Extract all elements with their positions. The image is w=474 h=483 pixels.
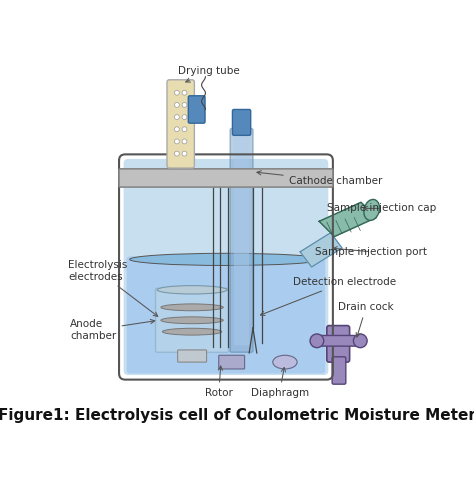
Text: Cathode chamber: Cathode chamber bbox=[257, 170, 382, 186]
FancyBboxPatch shape bbox=[124, 159, 328, 375]
Ellipse shape bbox=[273, 355, 297, 369]
FancyBboxPatch shape bbox=[219, 355, 245, 369]
Circle shape bbox=[182, 127, 187, 132]
FancyBboxPatch shape bbox=[234, 135, 249, 345]
Text: Detection electrode: Detection electrode bbox=[260, 277, 396, 315]
FancyBboxPatch shape bbox=[314, 336, 361, 346]
Circle shape bbox=[182, 90, 187, 95]
Circle shape bbox=[174, 114, 179, 119]
Ellipse shape bbox=[163, 328, 222, 335]
Text: Anode
chamber: Anode chamber bbox=[70, 319, 155, 341]
FancyBboxPatch shape bbox=[230, 128, 253, 352]
Text: Sample injection cap: Sample injection cap bbox=[327, 203, 436, 213]
Text: Drain cock: Drain cock bbox=[338, 302, 394, 337]
Ellipse shape bbox=[161, 317, 223, 324]
Polygon shape bbox=[319, 202, 376, 237]
Circle shape bbox=[182, 114, 187, 119]
Circle shape bbox=[354, 334, 367, 348]
Circle shape bbox=[182, 139, 187, 144]
FancyBboxPatch shape bbox=[232, 110, 251, 135]
Text: Figure1: Electrolysis cell of Coulometric Moisture Meter: Figure1: Electrolysis cell of Coulometri… bbox=[0, 408, 474, 423]
Ellipse shape bbox=[161, 304, 223, 311]
Text: Electrolysis
electrodes: Electrolysis electrodes bbox=[68, 260, 158, 316]
FancyBboxPatch shape bbox=[155, 288, 228, 352]
Polygon shape bbox=[300, 233, 342, 267]
Circle shape bbox=[174, 127, 179, 132]
Text: Drying tube: Drying tube bbox=[178, 67, 240, 82]
FancyBboxPatch shape bbox=[178, 350, 207, 362]
Ellipse shape bbox=[157, 285, 227, 294]
Text: Diaphragm: Diaphragm bbox=[251, 368, 309, 398]
FancyBboxPatch shape bbox=[332, 357, 346, 384]
Ellipse shape bbox=[130, 253, 322, 266]
FancyBboxPatch shape bbox=[188, 96, 205, 123]
FancyBboxPatch shape bbox=[167, 80, 194, 168]
Ellipse shape bbox=[364, 199, 380, 220]
FancyBboxPatch shape bbox=[119, 169, 333, 187]
Circle shape bbox=[182, 102, 187, 107]
Circle shape bbox=[174, 102, 179, 107]
Circle shape bbox=[174, 151, 179, 156]
Circle shape bbox=[174, 90, 179, 95]
Circle shape bbox=[174, 139, 179, 144]
Text: Sample injection port: Sample injection port bbox=[315, 247, 428, 257]
Circle shape bbox=[310, 334, 324, 348]
Text: Rotor: Rotor bbox=[205, 366, 233, 398]
FancyBboxPatch shape bbox=[127, 256, 325, 373]
FancyBboxPatch shape bbox=[327, 326, 350, 362]
Circle shape bbox=[182, 151, 187, 156]
